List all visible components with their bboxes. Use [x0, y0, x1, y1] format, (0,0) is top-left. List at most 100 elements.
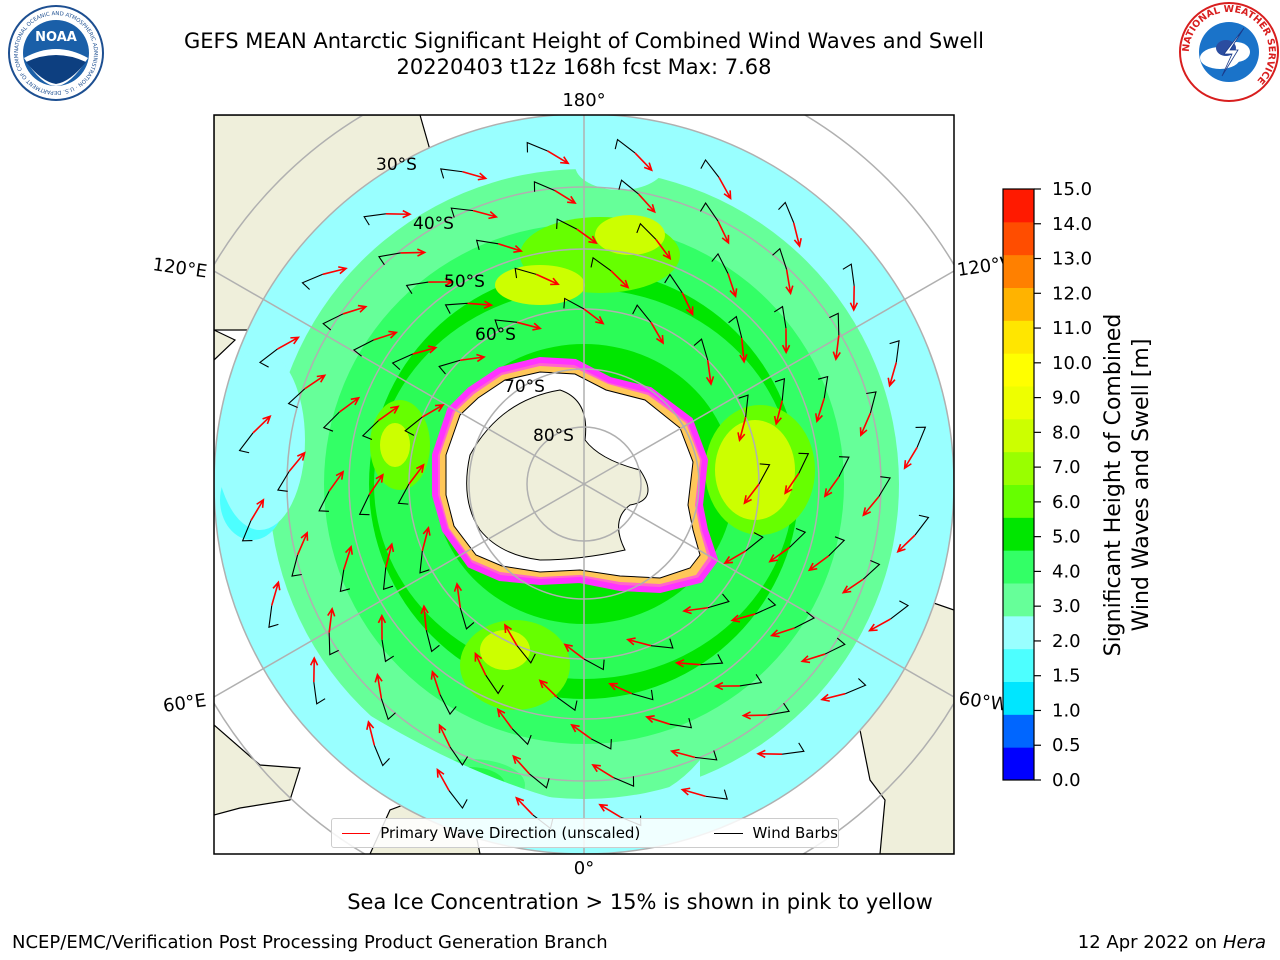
- lon-label-180: 180°: [562, 90, 605, 111]
- wind-barb: [378, 252, 401, 266]
- wave-direction-arrow: [741, 711, 768, 720]
- wind-barb: [425, 629, 440, 653]
- wind-barb: [700, 158, 720, 178]
- lat-label-60s: 60°S: [475, 325, 516, 345]
- wind-barb: [322, 313, 344, 331]
- wind-barb: [373, 745, 390, 767]
- colorbar-tick-label: 10.0: [1052, 353, 1092, 374]
- lon-label-60w: 60°W: [957, 688, 1009, 716]
- wind-barb: [636, 222, 657, 240]
- wind-barb: [381, 639, 395, 663]
- wind-barb: [728, 315, 743, 339]
- wave-direction-arrow: [304, 374, 327, 390]
- wave-direction-arrow: [250, 498, 265, 521]
- wave-direction-arrow: [743, 483, 760, 505]
- wave-direction-arrow: [823, 476, 840, 498]
- nws-logo: NATIONAL WEATHER SERVICE: [1179, 2, 1279, 102]
- wave-direction-arrow: [252, 415, 272, 434]
- wind-barb: [828, 536, 846, 557]
- wave-direction-arrow: [887, 362, 898, 388]
- lat-label-70s: 70°S: [504, 377, 545, 397]
- wave-direction-arrow: [784, 473, 800, 495]
- noaa-logo: NATIONAL OCEANIC AND ATMOSPHERIC ADMINIS…: [0, 0, 104, 101]
- lat-label-30s: 30°S: [376, 155, 417, 175]
- wave-direction-arrow: [680, 787, 706, 798]
- colorbar-segment: [1003, 517, 1034, 551]
- wind-barb: [318, 490, 330, 512]
- wind-barb: [459, 607, 475, 630]
- wind-barb: [650, 638, 674, 649]
- wave-direction-arrow: [637, 193, 656, 214]
- colorbar-segment: [1003, 615, 1034, 650]
- colorbar-segment: [1003, 648, 1034, 682]
- wind-barb: [450, 207, 474, 218]
- colorbar-segment: [1003, 484, 1034, 518]
- wind-barb: [382, 567, 394, 591]
- wind-barb: [449, 746, 469, 766]
- wave-direction-arrow: [814, 398, 825, 423]
- wave-direction-arrow: [343, 545, 354, 570]
- primary-wave-legend-label: Primary Wave Direction (unscaled): [380, 824, 641, 842]
- colorbar-label: Significant Height of Combined Wind Wave…: [1101, 313, 1154, 657]
- wind-barb: [590, 738, 612, 750]
- wave-direction-arrow: [682, 605, 708, 615]
- wave-direction-arrow: [438, 723, 451, 748]
- colorbar-tick-label: 0.5: [1052, 735, 1081, 756]
- wave-direction-arrow: [730, 613, 756, 623]
- colorbar-segment: [1003, 681, 1034, 715]
- colorbar-segment: [1003, 550, 1034, 584]
- wave-direction-arrow: [322, 266, 348, 276]
- wave-direction-arrow: [408, 463, 425, 485]
- wave-direction-arrow: [610, 270, 630, 289]
- wind-barb: [632, 304, 652, 323]
- wind-barb: [700, 654, 724, 666]
- wave-direction-arrow: [655, 238, 672, 261]
- wind-barb: [241, 520, 253, 542]
- wave-direction-arrow: [328, 470, 345, 492]
- colorbar-tick-label: 7.0: [1052, 457, 1081, 478]
- wave-direction-arrow: [737, 416, 747, 443]
- wave-direction-arrow: [453, 582, 463, 608]
- wave-direction-arrow: [338, 396, 361, 413]
- wave-direction-arrow: [591, 764, 614, 779]
- wave-direction-arrow: [378, 405, 400, 422]
- wind-barb: [618, 179, 639, 195]
- footer-date: 12 Apr 2022 on Hera: [1077, 932, 1266, 953]
- wave-direction-arrow: [832, 335, 841, 362]
- wind-barb: [440, 168, 463, 179]
- wind-barb: [485, 674, 504, 695]
- colorbar-tick-label: 2.0: [1052, 631, 1081, 652]
- wind-barb: [397, 483, 410, 505]
- wave-direction-arrow: [634, 152, 653, 172]
- colorbar-segment: [1003, 254, 1034, 288]
- wave-direction-arrow: [785, 269, 794, 296]
- wind-barb: [291, 554, 302, 577]
- wind-barb: [268, 605, 279, 628]
- wind-barb: [842, 263, 855, 287]
- wave-direction-arrow: [421, 525, 431, 552]
- wave-direction-arrow: [570, 723, 592, 740]
- wave-direction-arrow: [412, 345, 438, 355]
- wind-barb: [613, 776, 635, 787]
- lon-label-60e: 60°E: [162, 690, 208, 717]
- wave-direction-arrow: [504, 623, 518, 647]
- wind-barb: [798, 452, 810, 474]
- primary-wave-legend-swatch: [342, 832, 371, 834]
- wind-barb: [781, 742, 805, 755]
- wind-barb: [380, 698, 396, 721]
- wind-barb: [238, 432, 254, 454]
- wind-barb: [514, 267, 537, 279]
- wave-direction-arrow: [781, 328, 791, 355]
- wave-direction-arrow: [583, 308, 605, 325]
- wave-direction-arrow: [841, 578, 864, 594]
- wind-barb: [391, 353, 413, 371]
- wave-direction-arrow: [769, 627, 795, 638]
- wave-direction-arrow: [368, 473, 384, 495]
- wind-barb: [694, 750, 718, 761]
- wind-barb: [405, 281, 429, 295]
- wind-barb: [563, 297, 585, 310]
- colorbar-segment: [1003, 287, 1034, 321]
- colorbar-segment: [1003, 418, 1034, 453]
- wind-barb: [631, 689, 654, 701]
- wind-barb: [583, 658, 605, 671]
